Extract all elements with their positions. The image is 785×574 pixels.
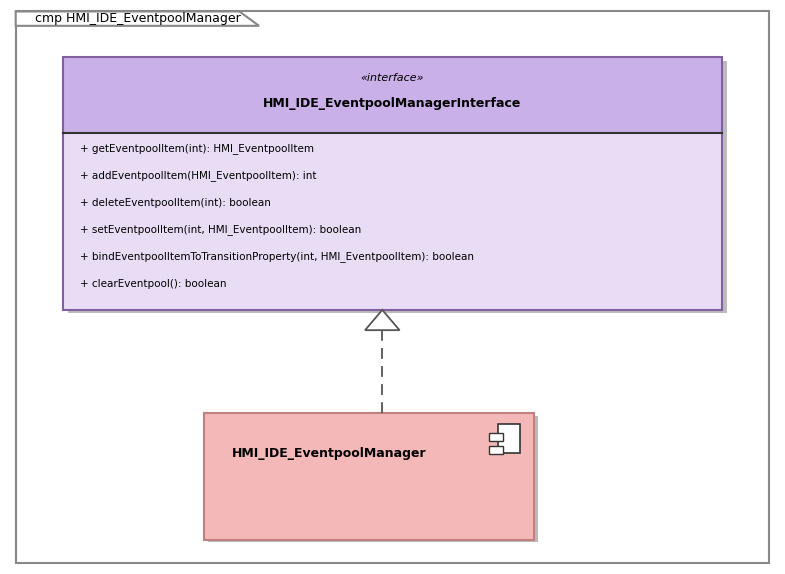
Polygon shape bbox=[365, 310, 400, 330]
FancyBboxPatch shape bbox=[204, 413, 534, 540]
FancyBboxPatch shape bbox=[63, 57, 722, 133]
FancyBboxPatch shape bbox=[16, 11, 769, 563]
Text: + addEventpoolItem(HMI_EventpoolItem): int: + addEventpoolItem(HMI_EventpoolItem): i… bbox=[80, 170, 316, 181]
Text: cmp HMI_IDE_EventpoolManager: cmp HMI_IDE_EventpoolManager bbox=[35, 12, 241, 25]
Text: + setEventpoolItem(int, HMI_EventpoolItem): boolean: + setEventpoolItem(int, HMI_EventpoolIte… bbox=[80, 224, 361, 235]
Text: + getEventpoolItem(int): HMI_EventpoolItem: + getEventpoolItem(int): HMI_EventpoolIt… bbox=[80, 143, 314, 154]
FancyBboxPatch shape bbox=[489, 433, 503, 441]
Text: + bindEventpoolItemToTransitionProperty(int, HMI_EventpoolItem): boolean: + bindEventpoolItemToTransitionProperty(… bbox=[80, 251, 474, 262]
FancyBboxPatch shape bbox=[68, 61, 727, 313]
Text: HMI_IDE_EventpoolManagerInterface: HMI_IDE_EventpoolManagerInterface bbox=[263, 98, 522, 110]
FancyBboxPatch shape bbox=[63, 133, 722, 310]
FancyBboxPatch shape bbox=[498, 424, 520, 453]
FancyBboxPatch shape bbox=[208, 416, 538, 542]
Text: + clearEventpool(): boolean: + clearEventpool(): boolean bbox=[80, 279, 227, 289]
Text: «interface»: «interface» bbox=[361, 73, 424, 83]
Text: + deleteEventpoolItem(int): boolean: + deleteEventpoolItem(int): boolean bbox=[80, 197, 271, 208]
Polygon shape bbox=[16, 11, 259, 26]
Text: HMI_IDE_EventpoolManager: HMI_IDE_EventpoolManager bbox=[232, 447, 427, 460]
FancyBboxPatch shape bbox=[489, 446, 503, 454]
